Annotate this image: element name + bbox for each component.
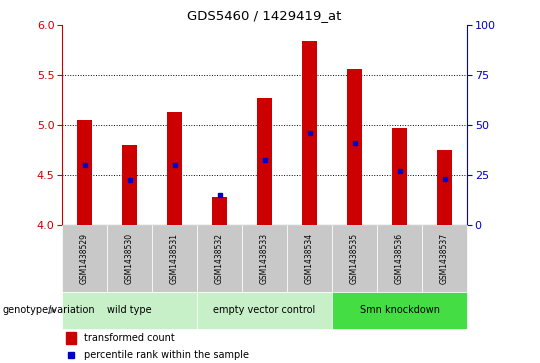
Text: genotype/variation: genotype/variation <box>3 305 96 315</box>
Text: percentile rank within the sample: percentile rank within the sample <box>84 350 249 360</box>
Text: GSM1438537: GSM1438537 <box>440 233 449 284</box>
Bar <box>62 225 107 292</box>
Text: GSM1438536: GSM1438536 <box>395 233 404 284</box>
Bar <box>122 145 138 225</box>
Bar <box>152 225 197 292</box>
Text: GSM1438530: GSM1438530 <box>125 233 134 284</box>
Bar <box>107 225 152 292</box>
Bar <box>287 225 332 292</box>
Text: wild type: wild type <box>107 305 152 315</box>
Text: transformed count: transformed count <box>84 333 175 343</box>
Text: GSM1438535: GSM1438535 <box>350 233 359 284</box>
Bar <box>332 225 377 292</box>
Bar <box>62 292 197 329</box>
Text: GSM1438533: GSM1438533 <box>260 233 269 284</box>
Bar <box>197 225 242 292</box>
Bar <box>167 112 183 225</box>
Text: GSM1438531: GSM1438531 <box>170 233 179 284</box>
Bar <box>332 292 467 329</box>
Text: GSM1438534: GSM1438534 <box>305 233 314 284</box>
Text: GSM1438532: GSM1438532 <box>215 233 224 284</box>
Bar <box>347 69 362 225</box>
Bar <box>212 197 227 225</box>
Bar <box>377 225 422 292</box>
Bar <box>242 225 287 292</box>
Text: empty vector control: empty vector control <box>213 305 316 315</box>
Bar <box>77 120 92 225</box>
Bar <box>437 150 453 225</box>
Bar <box>66 332 76 344</box>
Bar <box>302 41 318 225</box>
Bar <box>422 225 467 292</box>
Bar <box>392 128 408 225</box>
Bar <box>197 292 332 329</box>
Text: GSM1438529: GSM1438529 <box>80 233 89 284</box>
Text: Smn knockdown: Smn knockdown <box>360 305 440 315</box>
Text: GDS5460 / 1429419_at: GDS5460 / 1429419_at <box>187 9 342 22</box>
Bar <box>256 98 273 225</box>
